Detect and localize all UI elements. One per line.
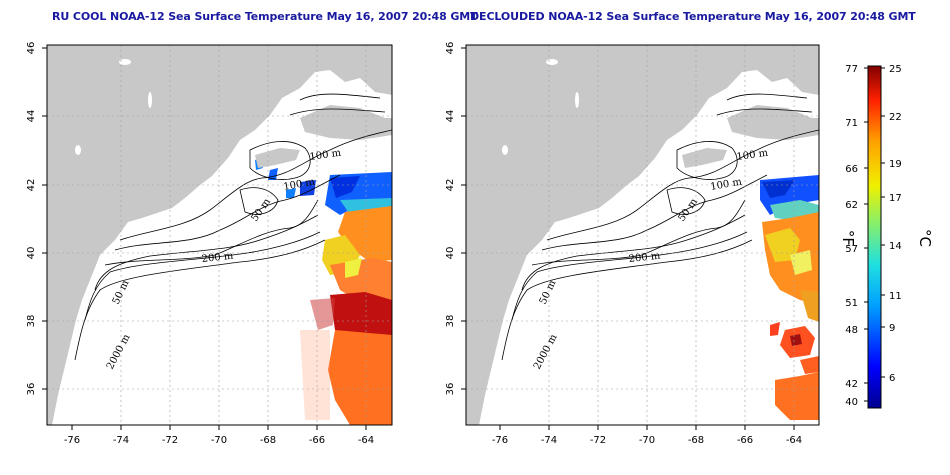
celsius-tick: 11 [889, 291, 902, 302]
right-gridlines [466, 45, 819, 425]
right-sst-layer [760, 175, 819, 420]
fahrenheit-unit-label: °F [839, 230, 857, 246]
lat-tick-label: 42 [26, 179, 37, 192]
lon-tick-label: -68 [688, 435, 704, 446]
lat-tick-label: 42 [445, 179, 456, 192]
lon-tick-label: -64 [786, 435, 802, 446]
lon-tick-label: -66 [309, 435, 325, 446]
colorbar-gradient [867, 65, 882, 409]
left-lon-axis: -76 -74 -72 -70 -68 -66 -64 [64, 435, 374, 446]
fahrenheit-tick: 77 [845, 64, 858, 75]
right-contours [501, 93, 819, 361]
colorbar-celsius-ticks: 25 22 19 17 14 11 9 6 [889, 64, 902, 384]
fahrenheit-tick: 42 [845, 379, 858, 390]
colorbar-fahrenheit-ticks: 77 71 66 62 57 51 48 42 40 [845, 64, 858, 408]
lon-tick-label: -76 [64, 435, 80, 446]
left-lat-axis: 36 38 40 42 44 46 [26, 42, 37, 396]
lat-tick-label: 36 [26, 383, 37, 396]
lon-tick-label: -76 [492, 435, 508, 446]
lon-tick-label: -72 [162, 435, 178, 446]
lat-tick-label: 36 [445, 383, 456, 396]
lon-tick-label: -70 [211, 435, 227, 446]
lat-tick-label: 40 [445, 247, 456, 260]
left-sst-layer [255, 158, 392, 425]
right-contour-label: 200 m [628, 251, 661, 265]
lon-tick-label: -74 [113, 435, 129, 446]
right-map-panel: 100 m 100 m 50 m 50 m 200 m 2000 m -76 -… [445, 42, 820, 446]
fahrenheit-tick: 57 [845, 244, 858, 255]
lon-tick-label: -66 [737, 435, 753, 446]
fahrenheit-tick: 71 [845, 118, 858, 129]
lon-tick-label: -64 [358, 435, 374, 446]
fahrenheit-tick: 66 [845, 164, 858, 175]
celsius-tick: 19 [889, 159, 902, 170]
right-lat-axis: 36 38 40 42 44 46 [445, 42, 456, 396]
left-map-panel: 100 m 100 m 50 m 50 m 200 m 2000 m -76 -… [26, 42, 393, 446]
celsius-tick: 9 [889, 323, 895, 334]
lat-tick-label: 46 [26, 42, 37, 55]
fahrenheit-tick: 51 [845, 298, 858, 309]
left-contours [74, 93, 392, 361]
left-contour-label: 200 m [201, 251, 234, 265]
fahrenheit-tick: 40 [845, 397, 858, 408]
lon-tick-label: -74 [541, 435, 557, 446]
lat-tick-label: 38 [26, 315, 37, 328]
fahrenheit-tick: 48 [845, 325, 858, 336]
lat-tick-label: 44 [445, 110, 456, 123]
celsius-tick: 14 [889, 241, 902, 252]
celsius-unit-label: °C [916, 229, 934, 247]
right-contour-label: 100 m [736, 148, 769, 163]
right-lon-axis: -76 -74 -72 -70 -68 -66 -64 [492, 435, 802, 446]
lat-tick-label: 40 [26, 247, 37, 260]
left-gridlines [47, 45, 392, 425]
celsius-tick: 17 [889, 193, 902, 204]
celsius-tick: 6 [889, 373, 895, 384]
lat-tick-label: 38 [445, 315, 456, 328]
lat-tick-label: 44 [26, 110, 37, 123]
lon-tick-label: -70 [639, 435, 655, 446]
lon-tick-label: -72 [590, 435, 606, 446]
temperature-colorbar: 77 71 66 62 57 51 48 42 40 25 22 19 17 1… [839, 64, 934, 409]
right-land-mass [466, 45, 819, 425]
right-map-title: DECLOUDED NOAA-12 Sea Surface Temperatur… [470, 10, 916, 23]
left-map-title: RU COOL NOAA-12 Sea Surface Temperature … [52, 10, 478, 23]
celsius-tick: 25 [889, 64, 902, 75]
left-land-mass [47, 45, 392, 425]
celsius-tick: 22 [889, 112, 902, 123]
fahrenheit-tick: 62 [845, 200, 858, 211]
right-map-frame [465, 44, 820, 426]
lon-tick-label: -68 [260, 435, 276, 446]
lat-tick-label: 46 [445, 42, 456, 55]
left-contour-label: 100 m [309, 148, 342, 163]
